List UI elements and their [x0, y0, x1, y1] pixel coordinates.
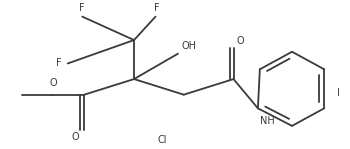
Text: I: I [337, 88, 340, 98]
Text: F: F [78, 3, 84, 13]
Text: F: F [56, 58, 62, 68]
Text: OH: OH [182, 41, 197, 51]
Text: F: F [154, 3, 159, 13]
Text: NH: NH [260, 116, 275, 126]
Text: O: O [49, 78, 57, 88]
Text: Cl: Cl [158, 135, 167, 145]
Text: O: O [72, 132, 79, 142]
Text: O: O [237, 36, 244, 46]
